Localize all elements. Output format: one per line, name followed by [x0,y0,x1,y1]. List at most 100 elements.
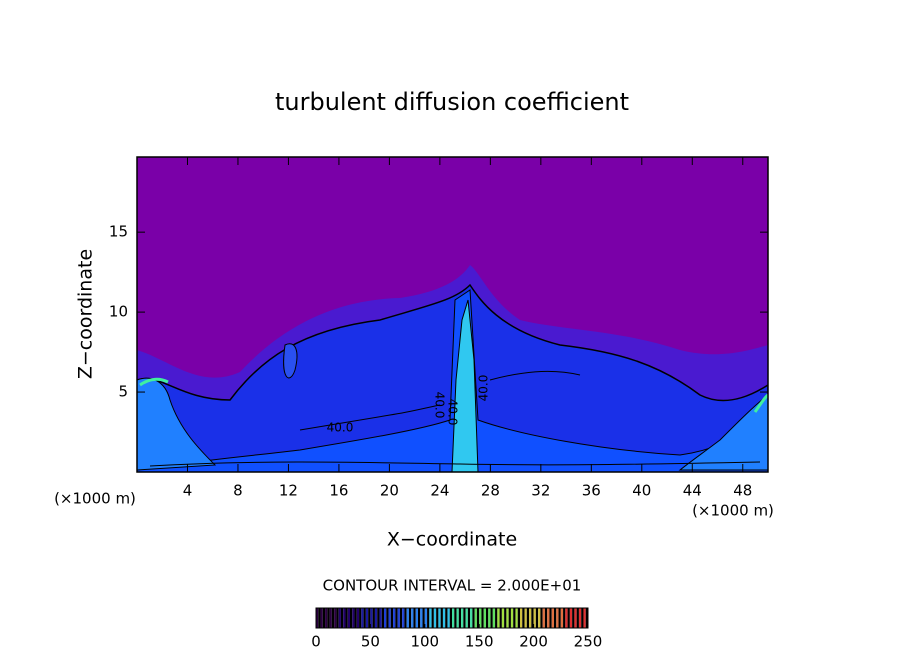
colorbar-stripe [322,608,326,628]
colorbar-stripe [316,608,319,628]
colorbar-stripe [343,608,346,628]
colorbar-stripe [413,608,416,628]
colorbar-stripe [429,608,432,628]
colorbar-stripe [499,608,502,628]
colorbar-stripe [320,608,323,628]
colorbar-stripe [542,608,545,628]
colorbar-stripe [418,608,421,628]
y-tick-label: 15 [109,223,128,241]
colorbar-stripe [578,608,582,628]
x-tick-label: 48 [733,482,752,500]
colorbar-stripe [433,608,437,628]
colorbar-stripe [492,608,496,628]
colorbar-stripe [463,608,466,628]
colorbar-stripe [526,608,530,628]
colorbar-stripe [404,608,407,628]
colorbar-stripe [395,608,398,628]
x-tick-label: 28 [481,482,500,500]
colorbar-stripe [547,608,550,628]
colorbar-stripe [447,608,450,628]
colorbar-stripe [529,608,532,628]
colorbar-stripe [377,608,380,628]
field [137,157,768,472]
x-tick-label: 40 [632,482,651,500]
contour-label: 40.0 [433,392,447,419]
colorbar-stripe [411,608,414,628]
colorbar-stripe [486,608,489,628]
colorbar-stripe [445,608,448,628]
contour [489,370,581,381]
colorbar-stripe [533,608,536,628]
colorbar-stripe [574,608,577,628]
colorbar-stripe [472,608,475,628]
colorbar-stripe [504,608,507,628]
contour [753,393,768,413]
colorbar-stripe [390,608,394,628]
colorbar-stripe [458,608,462,628]
colorbar-stripe [347,608,350,628]
colorbar-stripe [329,608,332,628]
colorbar-stripe [408,608,412,628]
colorbar-stripe [345,608,348,628]
colorbar-stripe [427,608,430,628]
colorbar-stripe [508,608,511,628]
colorbar-stripe [331,608,335,628]
field-region [451,299,479,472]
colorbar-stripe [372,608,375,628]
colorbar-stripe [481,608,484,628]
colorbar-tick-label: 200 [519,633,548,651]
colorbar-stripe [576,608,579,628]
x-tick-label: 44 [683,482,702,500]
colorbar-stripe [388,608,391,628]
colorbar-stripe [560,608,564,628]
colorbar-stripe [440,608,443,628]
x-tick-label: 12 [279,482,298,500]
chart-title: turbulent diffusion coefficient [275,88,629,116]
colorbar-stripe [365,608,369,628]
colorbar-stripe [334,608,337,628]
colorbar-stripe [483,608,486,628]
colorbar-stripe [356,608,360,628]
colorbar-tick-label: 250 [574,633,603,651]
colorbar-tick-label: 150 [465,633,494,651]
y-tick-label: 10 [109,303,128,321]
colorbar-stripe [515,608,518,628]
contour-label: 40.0 [477,375,491,402]
colorbar-stripe [325,608,328,628]
colorbar-stripe [567,608,570,628]
colorbar-stripe [538,608,541,628]
contour [139,377,169,387]
colorbar-stripe [565,608,568,628]
field-region [678,394,768,471]
colorbar-stripe [431,608,434,628]
x-tick-label: 32 [531,482,550,500]
colorbar-stripe [359,608,362,628]
colorbar-stripe [490,608,493,628]
colorbar-stripe [379,608,382,628]
colorbar: 0 50 100 150 200 250 [311,607,603,651]
colorbar-stripe [517,608,520,628]
colorbar-stripe [336,608,339,628]
colorbar-stripe [470,608,473,628]
colorbar-stripe [558,608,561,628]
x-tick-label: 24 [430,482,449,500]
colorbar-stripe [488,608,491,628]
colorbar-stripe [522,608,525,628]
colorbar-stripe [354,608,357,628]
x-unit: (×1000 m) [54,490,136,508]
x-tick-label: 4 [183,482,193,500]
colorbar-stripe [513,608,516,628]
colorbar-stripe [583,608,586,628]
field-region [283,343,298,379]
x-tick-label: 36 [582,482,601,500]
colorbar-stripe [452,608,455,628]
colorbar-stripe [585,608,588,628]
y-tick-label: 5 [118,383,128,401]
colorbar-stripe [497,608,500,628]
colorbar-stripe [406,608,409,628]
colorbar-stripe [549,608,552,628]
colorbar-stripe [540,608,543,628]
x-unit: (×1000 m) [692,502,774,520]
colorbar-stripe [524,608,527,628]
